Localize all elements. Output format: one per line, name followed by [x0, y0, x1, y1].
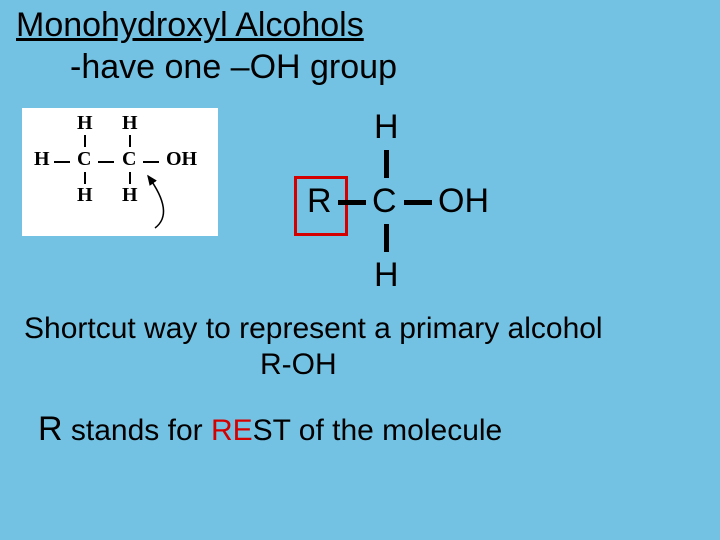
arrow-icon: [130, 173, 210, 233]
atom-C-big: C: [372, 182, 397, 221]
atom-H-bot1: H: [77, 184, 93, 207]
bond-v-top1: [84, 135, 86, 147]
bond-h-RC: [338, 200, 366, 205]
bond-h-1: [54, 161, 70, 163]
bond-h-COH: [404, 200, 432, 205]
small-structural-formula: H H H C C OH H H: [22, 108, 218, 236]
page-title: Monohydroxyl Alcohols: [16, 6, 364, 45]
bond-v-bot-big: [384, 224, 389, 252]
r-rest-RE: RE: [211, 414, 253, 447]
atom-C1: C: [77, 148, 91, 171]
shortcut-text-1: Shortcut way to represent a primary alco…: [24, 312, 603, 346]
r-rest-ST: ST: [253, 414, 291, 447]
atom-OH: OH: [166, 148, 197, 171]
atom-H-bot-big: H: [374, 256, 399, 295]
r-highlight-box: [294, 176, 348, 236]
bond-h-2: [98, 161, 114, 163]
bond-v-top-big: [384, 150, 389, 178]
atom-H-top2: H: [122, 112, 138, 135]
atom-H-top1: H: [77, 112, 93, 135]
page-subtitle: -have one –OH group: [70, 48, 397, 87]
atom-C2: C: [122, 148, 136, 171]
r-stands-for-line: R stands for REST of the molecule: [38, 410, 502, 449]
atom-OH-big: OH: [438, 182, 489, 221]
r-mid: stands for: [63, 414, 211, 447]
atom-H-left: H: [34, 148, 50, 171]
bond-h-3: [143, 161, 159, 163]
r-tail: of the molecule: [290, 414, 502, 447]
r-letter: R: [38, 410, 63, 448]
atom-H-top-big: H: [374, 108, 399, 147]
bond-v-top2: [129, 135, 131, 147]
bond-v-bot1: [84, 172, 86, 184]
shortcut-text-2: R-OH: [260, 348, 337, 382]
